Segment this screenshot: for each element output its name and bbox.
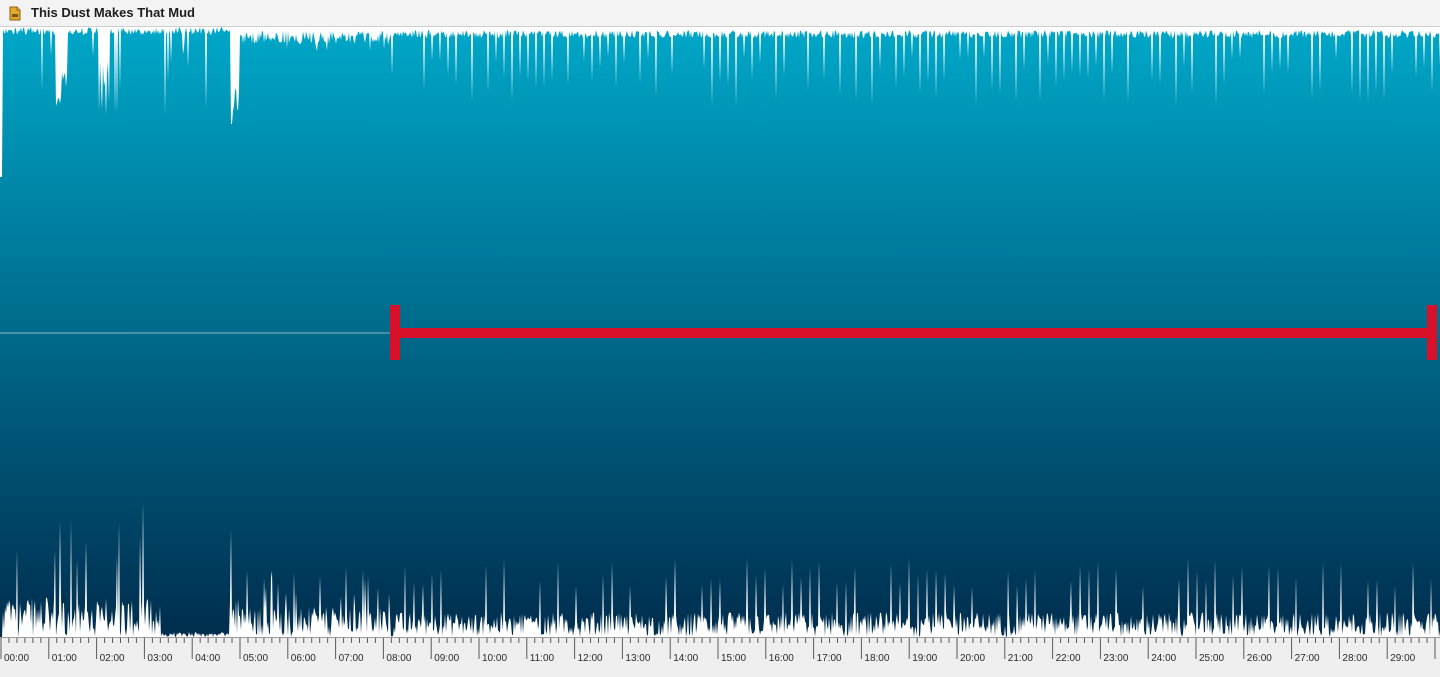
ruler-label: 02:00: [100, 653, 125, 664]
audio-file-icon: [8, 6, 22, 21]
ruler-label: 29:00: [1390, 653, 1415, 664]
ruler-label: 16:00: [769, 653, 794, 664]
range-marker-end-cap: [1427, 305, 1437, 360]
time-ruler[interactable]: 00:00 01:00 02:00 03:00 04:00 05:00 06:00 07:00…: [0, 637, 1440, 677]
ruler-label: 17:00: [817, 653, 842, 664]
ruler-label: 04:00: [195, 653, 220, 664]
ruler-label: 11:00: [530, 653, 555, 664]
ruler-label: 03:00: [147, 653, 172, 664]
ruler-label: 28:00: [1342, 653, 1367, 664]
ruler-label: 20:00: [960, 653, 985, 664]
ruler-label: 21:00: [1008, 653, 1033, 664]
ruler-label: 26:00: [1247, 653, 1272, 664]
ruler-label: 19:00: [912, 653, 937, 664]
ruler-label: 01:00: [52, 653, 77, 664]
waveform[interactable]: [0, 27, 1440, 637]
ruler-label: 14:00: [673, 653, 698, 664]
ruler-label: 23:00: [1103, 653, 1128, 664]
ruler-label: 10:00: [482, 653, 507, 664]
ruler-label: 05:00: [243, 653, 268, 664]
ruler-label: 18:00: [864, 653, 889, 664]
window-title: This Dust Makes That Mud: [31, 5, 195, 20]
ruler-label: 25:00: [1199, 653, 1224, 664]
ruler-label: 09:00: [434, 653, 459, 664]
range-marker-bar: [395, 328, 1431, 338]
ruler-label: 12:00: [578, 653, 603, 664]
ruler-label: 27:00: [1295, 653, 1320, 664]
waveform-view[interactable]: [0, 27, 1440, 637]
ruler-label: 08:00: [386, 653, 411, 664]
title-bar: This Dust Makes That Mud: [0, 0, 1440, 27]
ruler-label: 07:00: [339, 653, 364, 664]
ruler-label: 06:00: [291, 653, 316, 664]
ruler-label: 13:00: [625, 653, 650, 664]
time-ruler-ticks: 00:00 01:00 02:00 03:00 04:00 05:00 06:00 07:00…: [0, 637, 1440, 677]
ruler-label: 22:00: [1056, 653, 1081, 664]
ruler-label: 15:00: [721, 653, 746, 664]
ruler-label: 00:00: [4, 653, 29, 664]
ruler-label: 24:00: [1151, 653, 1176, 664]
